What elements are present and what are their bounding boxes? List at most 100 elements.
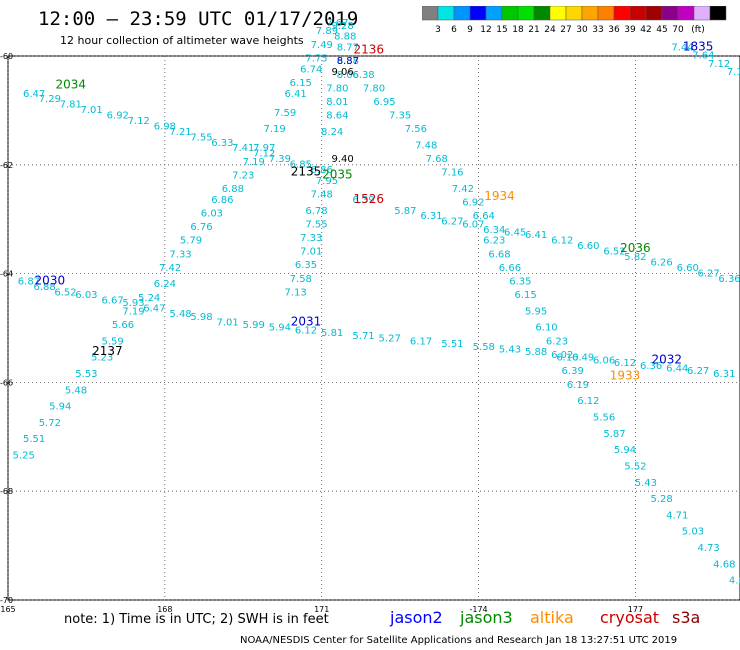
satellite-name: cryosat bbox=[600, 608, 660, 627]
wave-height-value: 6.39 bbox=[562, 366, 584, 377]
legend-label: 36 bbox=[608, 25, 620, 35]
wave-height-value: 6.15 bbox=[290, 78, 312, 89]
color-scale-legend: 3 6 9 12 15 18 21 24 27 30 33 36 39 42 45 70 (ft) bbox=[422, 6, 727, 35]
wave-height-value: 6.86 bbox=[211, 195, 233, 206]
wave-height-value: 6.45 bbox=[504, 228, 526, 239]
wave-height-value: 7.97 bbox=[253, 143, 275, 154]
footnote: note: 1) Time is in UTC; 2) SWH is in fe… bbox=[64, 612, 329, 627]
wave-height-value: 7.58 bbox=[290, 274, 312, 285]
wave-height-value: 6.33 bbox=[211, 138, 233, 149]
wave-height-value: 6.78 bbox=[305, 206, 327, 217]
wave-height-value: 6.98 bbox=[154, 121, 176, 132]
legend-label: 24 bbox=[544, 25, 556, 35]
wave-height-value: 7.33 bbox=[300, 233, 322, 244]
wave-height-value: 7.42 bbox=[452, 184, 474, 195]
wave-height-value: 6.74 bbox=[300, 64, 322, 75]
wave-height-value: 6.47 bbox=[23, 89, 45, 100]
wave-height-value: 6.86 bbox=[311, 165, 333, 176]
wave-height-value: 8.64 bbox=[326, 111, 348, 122]
legend-label: (ft) bbox=[691, 25, 705, 35]
wave-height-value: 7.19 bbox=[243, 157, 265, 168]
legend-swatch bbox=[709, 6, 727, 21]
wave-height-value: 5.94 bbox=[49, 402, 71, 413]
wave-height-value: 5.95 bbox=[525, 306, 547, 317]
wave-height-value: 7.41 bbox=[232, 143, 254, 154]
pass-time-label: 2135 bbox=[291, 165, 322, 179]
wave-height-value: 8.01 bbox=[326, 97, 348, 108]
wave-height-value: 5.99 bbox=[243, 320, 265, 331]
wave-height-value: 6.27 bbox=[697, 268, 719, 279]
wave-height-value: 5.28 bbox=[650, 494, 672, 505]
wave-height-value: 6.15 bbox=[514, 290, 536, 301]
latitude-tick-label: -66 bbox=[0, 378, 13, 387]
legend-label: 6 bbox=[451, 25, 457, 35]
wave-height-value: 7.16 bbox=[441, 168, 463, 179]
wave-height-value: 7.95 bbox=[316, 176, 338, 187]
wave-height-value: 6.85 bbox=[290, 160, 312, 171]
wave-height-value: 7.55 bbox=[305, 219, 327, 230]
pass-time-label: 1933 bbox=[610, 369, 641, 383]
latitude-tick-label: -64 bbox=[0, 270, 13, 279]
wave-height-value: 8.88 bbox=[334, 32, 356, 43]
wave-height-value: 6.26 bbox=[650, 257, 672, 268]
wave-height-value: 6.12 bbox=[551, 236, 573, 247]
wave-height-value: 6.19 bbox=[567, 380, 589, 391]
pass-time-label: 2030 bbox=[35, 273, 66, 287]
wave-height-value: 5.71 bbox=[352, 331, 374, 342]
wave-height-value: 6.35 bbox=[509, 276, 531, 287]
wave-height-value: 5.23 bbox=[91, 353, 113, 364]
wave-height-value: 6.67 bbox=[101, 296, 123, 307]
wave-height-value: 7.21 bbox=[169, 127, 191, 138]
wave-height-value: 6.02 bbox=[551, 350, 573, 361]
wave-height-value: 6.68 bbox=[488, 249, 510, 260]
satellite-name: s3a bbox=[672, 608, 701, 627]
wave-height-value: 7.56 bbox=[405, 124, 427, 135]
pass-time-label: 1934 bbox=[484, 189, 515, 203]
wave-height-value: 5.24 bbox=[138, 293, 160, 304]
wave-height-value: 5.48 bbox=[65, 385, 87, 396]
wave-height-value: 5.43 bbox=[635, 478, 657, 489]
pass-time-label: 2032 bbox=[652, 352, 683, 366]
wave-height-value: 7.55 bbox=[190, 132, 212, 143]
legend-label: 27 bbox=[560, 25, 571, 35]
legend-label: 12 bbox=[480, 25, 491, 35]
wave-height-value: 4.68 bbox=[713, 559, 735, 570]
wave-height-value: 6.36 bbox=[640, 361, 662, 372]
legend-label: 15 bbox=[496, 25, 507, 35]
wave-height-value: 5.03 bbox=[682, 527, 704, 538]
pass-time-label: 2035 bbox=[322, 167, 353, 181]
wave-height-value: 6.31 bbox=[420, 211, 442, 222]
wave-height-value: 7.13 bbox=[284, 287, 306, 298]
wave-height-value: 6.23 bbox=[483, 236, 505, 247]
wave-height-value: 7.01 bbox=[81, 105, 103, 116]
wave-height-value: 6.47 bbox=[143, 304, 165, 315]
wave-height-value: 6.60 bbox=[677, 263, 699, 274]
wave-height-value: 6.88 bbox=[222, 184, 244, 195]
wave-height-value: 7.29 bbox=[39, 94, 61, 105]
wave-height-value: 5.52 bbox=[624, 461, 646, 472]
wave-height-value: 6.36 bbox=[718, 274, 740, 285]
pass-time-label: 1526 bbox=[353, 192, 384, 206]
legend-label: 30 bbox=[576, 25, 588, 35]
page-subtitle: 12 hour collection of altimeter wave hei… bbox=[60, 34, 304, 47]
longitude-tick-label: 177 bbox=[628, 605, 643, 614]
wave-height-value: 4.65 bbox=[729, 576, 740, 587]
wave-height-value: 5.56 bbox=[593, 412, 615, 423]
wave-height-value: 8.24 bbox=[321, 127, 343, 138]
wave-height-value: 6.76 bbox=[190, 222, 212, 233]
wave-height-value: 7.49 bbox=[311, 40, 333, 51]
wave-height-value: 6.64 bbox=[473, 211, 495, 222]
wave-height-value: 7.80 bbox=[363, 83, 385, 94]
wave-height-value: 6.10 bbox=[535, 323, 557, 334]
wave-height-value: 7.19 bbox=[264, 124, 286, 135]
wave-height-value: 6.31 bbox=[713, 369, 735, 380]
satellite-name: altika bbox=[530, 608, 574, 627]
wave-height-value: 5.81 bbox=[321, 328, 343, 339]
wave-height-value: 7.44 bbox=[671, 43, 693, 54]
wave-height-value: 8.87 bbox=[337, 56, 359, 67]
wave-height-value: 7.35 bbox=[389, 111, 411, 122]
wave-height-value: 9.40 bbox=[331, 154, 353, 165]
wave-height-value: 5.93 bbox=[122, 298, 144, 309]
wave-height-value: 5.87 bbox=[603, 429, 625, 440]
